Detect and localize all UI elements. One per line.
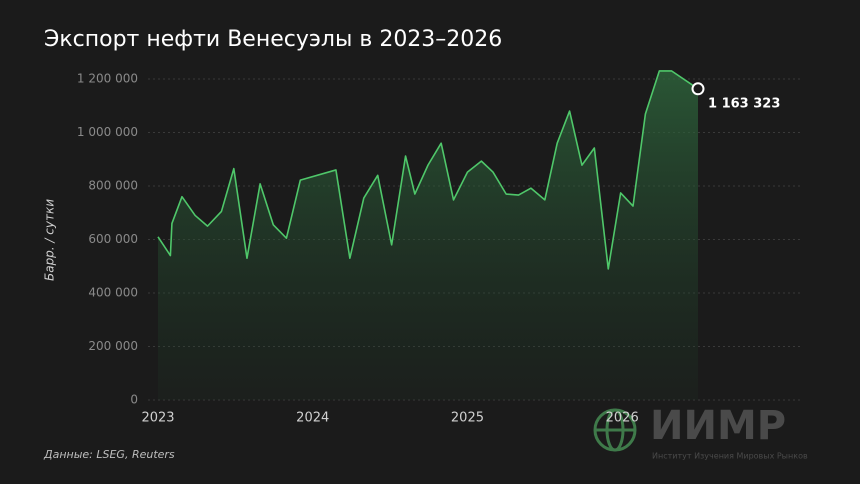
end-label: 1 163 323	[708, 96, 780, 111]
x-tick-label: 2024	[296, 411, 329, 426]
y-tick-label: 1 200 000	[77, 72, 138, 86]
y-tick-label: 0	[130, 393, 138, 407]
logo-subtitle: Институт Изучения Мировых Рынков	[652, 452, 808, 461]
y-tick-label: 1 000 000	[77, 125, 138, 139]
chart-title: Экспорт нефти Венесуэлы в 2023–2026	[44, 27, 502, 52]
y-tick-label: 400 000	[88, 286, 138, 300]
end-marker	[691, 82, 705, 96]
source: Данные: LSEG, Reuters	[43, 448, 175, 461]
x-tick-label: 2025	[451, 411, 484, 426]
line	[157, 70, 699, 270]
logo-icon	[593, 408, 637, 452]
x-tick-label: 2023	[141, 411, 174, 426]
x-tick-label: 2026	[606, 411, 639, 426]
y-tick-label: 800 000	[88, 179, 138, 193]
y-tick-label: 200 000	[88, 339, 138, 353]
y-axis-label: Барр. / сутки	[43, 199, 57, 281]
y-tick-label: 600 000	[88, 232, 138, 246]
area-fill	[158, 70, 698, 400]
logo-name: ИИМР	[650, 403, 786, 449]
